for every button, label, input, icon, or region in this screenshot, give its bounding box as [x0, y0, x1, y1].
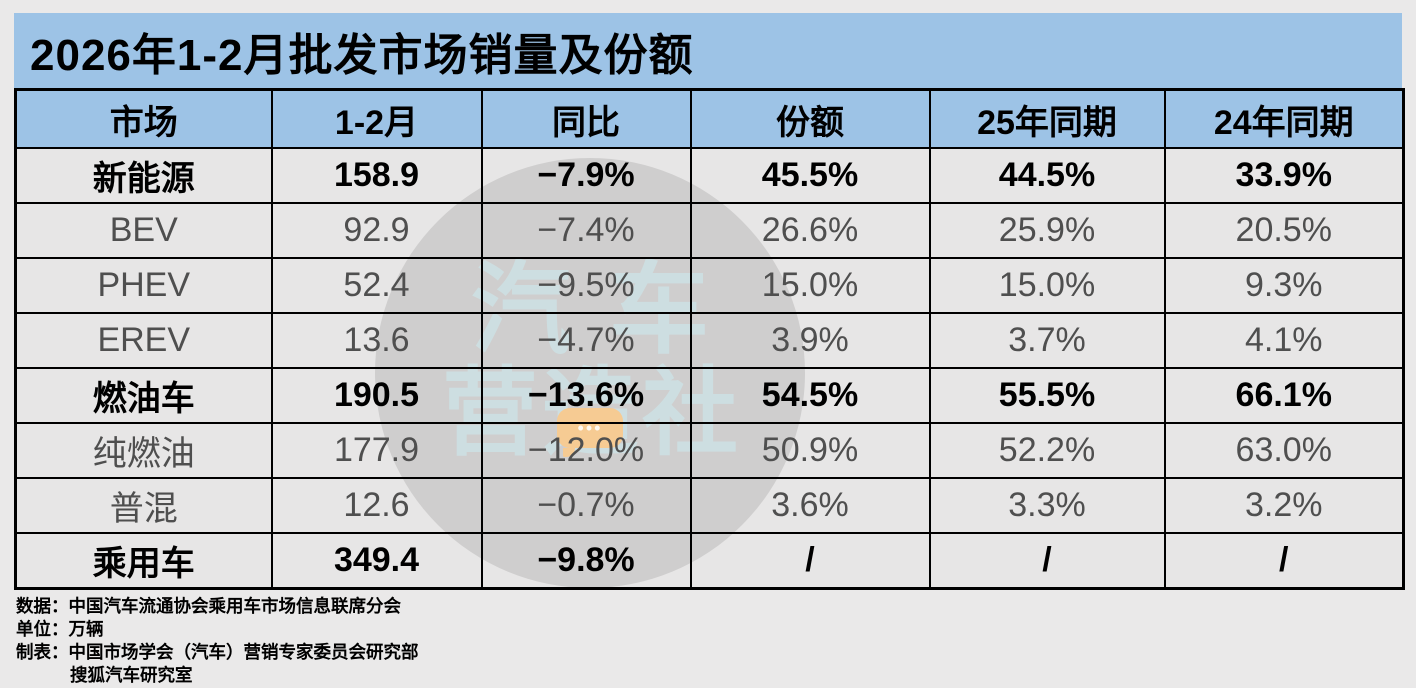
cell-yoy: −9.8%: [480, 532, 692, 589]
cell-share-2025: 55.5%: [928, 367, 1166, 424]
cell-share-2025: 44.5%: [928, 147, 1166, 204]
table-row-nev: 新能源 158.9 −7.9% 45.5% 44.5% 33.9%: [14, 147, 1405, 204]
cell-volume: 177.9: [270, 422, 483, 479]
table-row-mild-hybrid: 普混 12.6 −0.7% 3.6% 3.3% 3.2%: [14, 477, 1405, 534]
cell-share-2024: 4.1%: [1163, 312, 1405, 369]
cell-volume: 52.4: [270, 257, 483, 314]
column-header-share: 份额: [689, 88, 931, 149]
column-header-volume: 1-2月: [270, 88, 483, 149]
cell-share: 3.9%: [689, 312, 931, 369]
cell-share-2024: 3.2%: [1163, 477, 1405, 534]
cell-share: 50.9%: [689, 422, 931, 479]
footer-notes: 数据：中国汽车流通协会乘用车市场信息联席分会 单位：万辆 制表：中国市场学会（汽…: [14, 595, 1402, 687]
column-header-share-2024: 24年同期: [1163, 88, 1405, 149]
cell-market: 新能源: [14, 147, 273, 204]
cell-market: 乘用车: [14, 532, 273, 589]
cell-volume: 158.9: [270, 147, 483, 204]
title-bar: 2026年1-2月批发市场销量及份额: [14, 13, 1402, 88]
cell-yoy: −12.0%: [480, 422, 692, 479]
column-header-market: 市场: [14, 88, 273, 149]
cell-market: 燃油车: [14, 367, 273, 424]
cell-share-2024: 66.1%: [1163, 367, 1405, 424]
table-header-row: 市场 1-2月 同比 份额 25年同期 24年同期: [14, 88, 1405, 149]
cell-share-2025: 3.3%: [928, 477, 1166, 534]
cell-market: EREV: [14, 312, 273, 369]
cell-yoy: −7.9%: [480, 147, 692, 204]
page-title: 2026年1-2月批发市场销量及份额: [30, 30, 694, 80]
cell-volume: 12.6: [270, 477, 483, 534]
cell-share-2024: 9.3%: [1163, 257, 1405, 314]
cell-market: PHEV: [14, 257, 273, 314]
cell-share-2025: 15.0%: [928, 257, 1166, 314]
cell-share-2025: /: [928, 532, 1166, 589]
cell-volume: 349.4: [270, 532, 483, 589]
infographic-sheet: 2026年1-2月批发市场销量及份额 汽车 营造社 ••• 市场 1-2月 同比: [14, 13, 1405, 687]
cell-market: BEV: [14, 202, 273, 259]
table-row-passenger-car: 乘用车 349.4 −9.8% / / /: [14, 532, 1405, 589]
cell-share: 54.5%: [689, 367, 931, 424]
cell-yoy: −9.5%: [480, 257, 692, 314]
cell-yoy: −13.6%: [480, 367, 692, 424]
cell-share-2025: 25.9%: [928, 202, 1166, 259]
footer-line-creator: 制表：中国市场学会（汽车）营销专家委员会研究部: [16, 641, 419, 662]
cell-share-2025: 3.7%: [928, 312, 1166, 369]
table-row-erev: EREV 13.6 −4.7% 3.9% 3.7% 4.1%: [14, 312, 1405, 369]
cell-volume: 92.9: [270, 202, 483, 259]
cell-share-2025: 52.2%: [928, 422, 1166, 479]
cell-share: /: [689, 532, 931, 589]
table-row-ice: 燃油车 190.5 −13.6% 54.5% 55.5% 66.1%: [14, 367, 1405, 424]
table-zone: 汽车 营造社 ••• 市场 1-2月 同比 份额 25年同期 24年同期: [14, 88, 1405, 590]
footer-line-creator-2: 搜狐汽车研究室: [70, 664, 193, 685]
cell-yoy: −4.7%: [480, 312, 692, 369]
cell-share: 15.0%: [689, 257, 931, 314]
table-row-bev: BEV 92.9 −7.4% 26.6% 25.9% 20.5%: [14, 202, 1405, 259]
cell-share-2024: 20.5%: [1163, 202, 1405, 259]
table-row-pure-fuel: 纯燃油 177.9 −12.0% 50.9% 52.2% 63.0%: [14, 422, 1405, 479]
cell-share-2024: /: [1163, 532, 1405, 589]
cell-share: 26.6%: [689, 202, 931, 259]
cell-volume: 190.5: [270, 367, 483, 424]
cell-yoy: −0.7%: [480, 477, 692, 534]
cell-share: 3.6%: [689, 477, 931, 534]
cell-volume: 13.6: [270, 312, 483, 369]
footer-line-unit: 单位：万辆: [16, 618, 104, 639]
column-header-yoy: 同比: [480, 88, 692, 149]
cell-share-2024: 33.9%: [1163, 147, 1405, 204]
cell-share: 45.5%: [689, 147, 931, 204]
sales-table: 市场 1-2月 同比 份额 25年同期 24年同期 新能源 158.9 −7.9…: [14, 88, 1405, 590]
cell-share-2024: 63.0%: [1163, 422, 1405, 479]
table-row-phev: PHEV 52.4 −9.5% 15.0% 15.0% 9.3%: [14, 257, 1405, 314]
footer-line-data-source: 数据：中国汽车流通协会乘用车市场信息联席分会: [16, 595, 401, 616]
column-header-share-2025: 25年同期: [928, 88, 1166, 149]
cell-market: 普混: [14, 477, 273, 534]
cell-market: 纯燃油: [14, 422, 273, 479]
cell-yoy: −7.4%: [480, 202, 692, 259]
